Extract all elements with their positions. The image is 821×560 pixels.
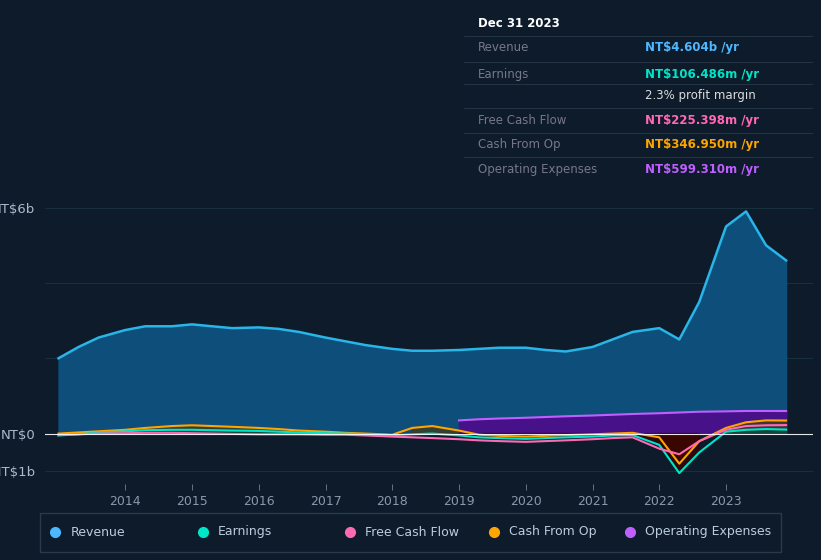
- Text: Cash From Op: Cash From Op: [509, 525, 596, 539]
- Text: Revenue: Revenue: [478, 41, 530, 54]
- Text: Earnings: Earnings: [218, 525, 272, 539]
- Text: NT$225.398m /yr: NT$225.398m /yr: [645, 114, 759, 127]
- Text: Earnings: Earnings: [478, 68, 530, 81]
- Text: NT$106.486m /yr: NT$106.486m /yr: [645, 68, 759, 81]
- Text: Dec 31 2023: Dec 31 2023: [478, 17, 560, 30]
- Text: NT$4.604b /yr: NT$4.604b /yr: [645, 41, 739, 54]
- Text: Revenue: Revenue: [71, 525, 126, 539]
- Text: Free Cash Flow: Free Cash Flow: [365, 525, 459, 539]
- Text: NT$346.950m /yr: NT$346.950m /yr: [645, 138, 759, 151]
- Text: 2.3% profit margin: 2.3% profit margin: [645, 89, 756, 102]
- Text: Free Cash Flow: Free Cash Flow: [478, 114, 566, 127]
- Text: NT$599.310m /yr: NT$599.310m /yr: [645, 163, 759, 176]
- Text: Cash From Op: Cash From Op: [478, 138, 560, 151]
- Text: Operating Expenses: Operating Expenses: [644, 525, 771, 539]
- Text: Operating Expenses: Operating Expenses: [478, 163, 597, 176]
